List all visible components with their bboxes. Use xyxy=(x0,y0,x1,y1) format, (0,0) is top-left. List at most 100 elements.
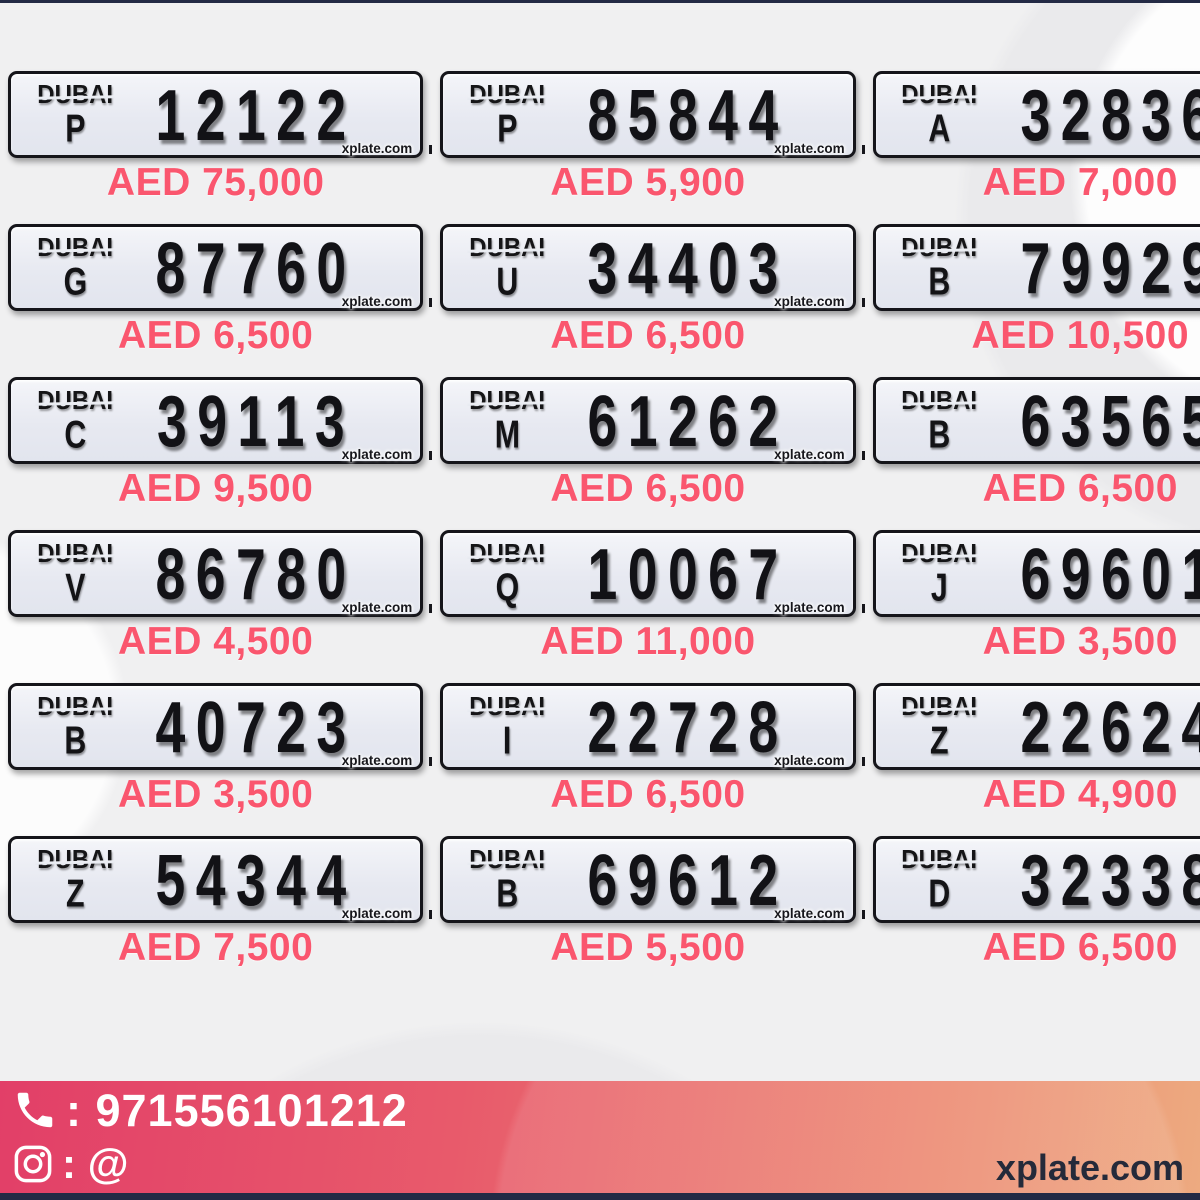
plate-watermark: xplate.com xyxy=(774,141,845,156)
plate-listing[interactable]: DUBAI B 40723 xplate.com AED 3,500 xyxy=(8,682,433,816)
plate-left-block: DUBAI P xyxy=(455,79,559,151)
plate-price: AED 4,900 xyxy=(982,772,1178,816)
watermark-hook xyxy=(855,450,865,460)
license-plate: DUBAI Z 54344 xplate.com xyxy=(8,835,433,923)
instagram-contact[interactable]: : @ xyxy=(12,1143,129,1185)
phone-contact[interactable]: : 971556101212 xyxy=(12,1087,408,1133)
plate-number: 32338 xyxy=(1020,839,1200,921)
plate-listing[interactable]: DUBAI M 61262 xplate.com AED 6,500 xyxy=(440,376,865,510)
instagram-icon xyxy=(12,1143,54,1185)
plate-left-block: DUBAI M xyxy=(455,385,559,457)
plate-letter-code: I xyxy=(503,718,512,762)
plate-watermark: xplate.com xyxy=(774,599,845,615)
plate-letter-code: P xyxy=(64,106,86,151)
plate-price: AED 4,500 xyxy=(118,619,314,663)
plate-letter-code: A xyxy=(928,106,951,151)
dubai-logo: DUBAI xyxy=(469,537,546,568)
plate-letter-code: V xyxy=(64,565,86,609)
license-plate: DUBAI B 63565 xplate.com xyxy=(872,376,1200,464)
plate-number: 32836 xyxy=(1020,74,1200,156)
plate-listing[interactable]: DUBAI A 32836 xplate.com AED 7,000 xyxy=(872,71,1200,204)
plate-price: AED 75,000 xyxy=(106,161,325,204)
license-plate: DUBAI A 32836 xplate.com xyxy=(872,71,1200,158)
license-plate: DUBAI B 69612 xplate.com xyxy=(440,835,865,923)
license-plate: DUBAI P 85844 xplate.com xyxy=(440,71,865,158)
dubai-logo: DUBAI xyxy=(37,231,113,262)
plate-price: AED 6,500 xyxy=(550,313,746,357)
plate-letter-code: P xyxy=(497,106,518,151)
plate-price: AED 6,500 xyxy=(118,313,314,357)
plate-watermark: xplate.com xyxy=(774,293,845,309)
plate-left-block: DUBAI Q xyxy=(455,538,559,610)
plate-listing[interactable]: DUBAI P 12122 xplate.com AED 75,000 xyxy=(8,71,433,204)
brand-website: xplate.com xyxy=(995,1147,1184,1188)
plate-letter-code: B xyxy=(928,259,951,303)
license-plate: DUBAI U 34403 xplate.com xyxy=(440,223,865,311)
plate-watermark: xplate.com xyxy=(341,905,413,921)
plate-left-block: DUBAI B xyxy=(455,844,559,916)
license-plate: DUBAI D 32338 xplate.com xyxy=(872,835,1200,923)
plate-price: AED 5,900 xyxy=(550,161,746,204)
plate-left-block: DUBAI Z xyxy=(23,844,127,916)
plate-listing[interactable]: DUBAI C 39113 xplate.com AED 9,500 xyxy=(8,376,433,510)
plate-number: 69601 xyxy=(1020,533,1200,615)
plate-left-block: DUBAI U xyxy=(455,232,559,304)
watermark-hook xyxy=(422,450,433,460)
plate-listing[interactable]: DUBAI Z 22624 xplate.com AED 4,900 xyxy=(872,682,1200,816)
license-plate: DUBAI C 39113 xplate.com xyxy=(8,376,433,464)
plates-grid: DUBAI P 12122 xplate.com AED 75,000 DUBA… xyxy=(0,71,1200,969)
watermark-hook xyxy=(422,603,433,613)
plate-watermark: xplate.com xyxy=(341,752,413,768)
plate-letter-code: C xyxy=(64,412,86,456)
plate-left-block: DUBAI P xyxy=(23,79,127,151)
watermark-hook xyxy=(855,909,865,919)
dubai-logo: DUBAI xyxy=(469,843,546,874)
license-plate: DUBAI M 61262 xplate.com xyxy=(440,376,865,464)
watermark-hook xyxy=(855,603,865,613)
plate-number: 79929 xyxy=(1020,227,1200,309)
plate-letter-code: Z xyxy=(65,871,85,915)
plate-listing[interactable]: DUBAI U 34403 xplate.com AED 6,500 xyxy=(440,223,865,357)
plate-watermark: xplate.com xyxy=(341,293,413,309)
license-plate: DUBAI G 87760 xplate.com xyxy=(8,223,433,311)
plate-listing[interactable]: DUBAI B 69612 xplate.com AED 5,500 xyxy=(440,835,865,969)
plate-letter-code: B xyxy=(928,412,951,456)
plate-price: AED 7,500 xyxy=(118,925,314,969)
plate-price: AED 10,500 xyxy=(971,313,1190,357)
plate-left-block: DUBAI A xyxy=(888,79,992,151)
plate-left-block: DUBAI Z xyxy=(888,691,992,763)
plate-left-block: DUBAI B xyxy=(23,691,127,763)
plate-left-block: DUBAI G xyxy=(23,232,127,304)
plate-listing[interactable]: DUBAI V 86780 xplate.com AED 4,500 xyxy=(8,529,433,663)
plate-listing[interactable]: DUBAI Z 54344 xplate.com AED 7,500 xyxy=(8,835,433,969)
license-plate: DUBAI J 69601 xplate.com xyxy=(872,529,1200,617)
plate-watermark: xplate.com xyxy=(774,752,845,768)
plate-watermark: xplate.com xyxy=(341,599,413,615)
plate-listing[interactable]: DUBAI D 32338 xplate.com AED 6,500 xyxy=(872,835,1200,969)
plate-listing[interactable]: DUBAI B 79929 xplate.com AED 10,500 xyxy=(872,223,1200,357)
plate-price: AED 3,500 xyxy=(118,772,314,816)
dubai-logo: DUBAI xyxy=(901,231,978,262)
dubai-logo: DUBAI xyxy=(469,384,546,415)
plate-listing[interactable]: DUBAI I 22728 xplate.com AED 6,500 xyxy=(440,682,865,816)
dubai-logo: DUBAI xyxy=(901,79,978,109)
dubai-logo: DUBAI xyxy=(469,79,546,109)
plate-price: AED 6,500 xyxy=(550,772,746,816)
dubai-logo: DUBAI xyxy=(37,79,113,109)
license-plate: DUBAI I 22728 xplate.com xyxy=(440,682,865,770)
dubai-logo: DUBAI xyxy=(469,231,546,262)
license-plate: DUBAI B 40723 xplate.com xyxy=(8,682,433,770)
plate-listing[interactable]: DUBAI B 63565 xplate.com AED 6,500 xyxy=(872,376,1200,510)
bottom-accent-bar xyxy=(0,1193,1200,1200)
plate-listing[interactable]: DUBAI P 85844 xplate.com AED 5,900 xyxy=(440,71,865,204)
plate-listing[interactable]: DUBAI J 69601 xplate.com AED 3,500 xyxy=(872,529,1200,663)
plate-watermark: xplate.com xyxy=(341,446,413,462)
plate-listing[interactable]: DUBAI Q 10067 xplate.com AED 11,000 xyxy=(440,529,865,663)
plate-price: AED 5,500 xyxy=(550,925,746,969)
plate-price: AED 7,000 xyxy=(982,161,1178,204)
plate-listing[interactable]: DUBAI G 87760 xplate.com AED 6,500 xyxy=(8,223,433,357)
watermark-hook xyxy=(422,145,433,154)
phone-number: : 971556101212 xyxy=(66,1084,408,1136)
plate-price: AED 9,500 xyxy=(118,466,314,510)
plate-price: AED 6,500 xyxy=(982,925,1178,969)
